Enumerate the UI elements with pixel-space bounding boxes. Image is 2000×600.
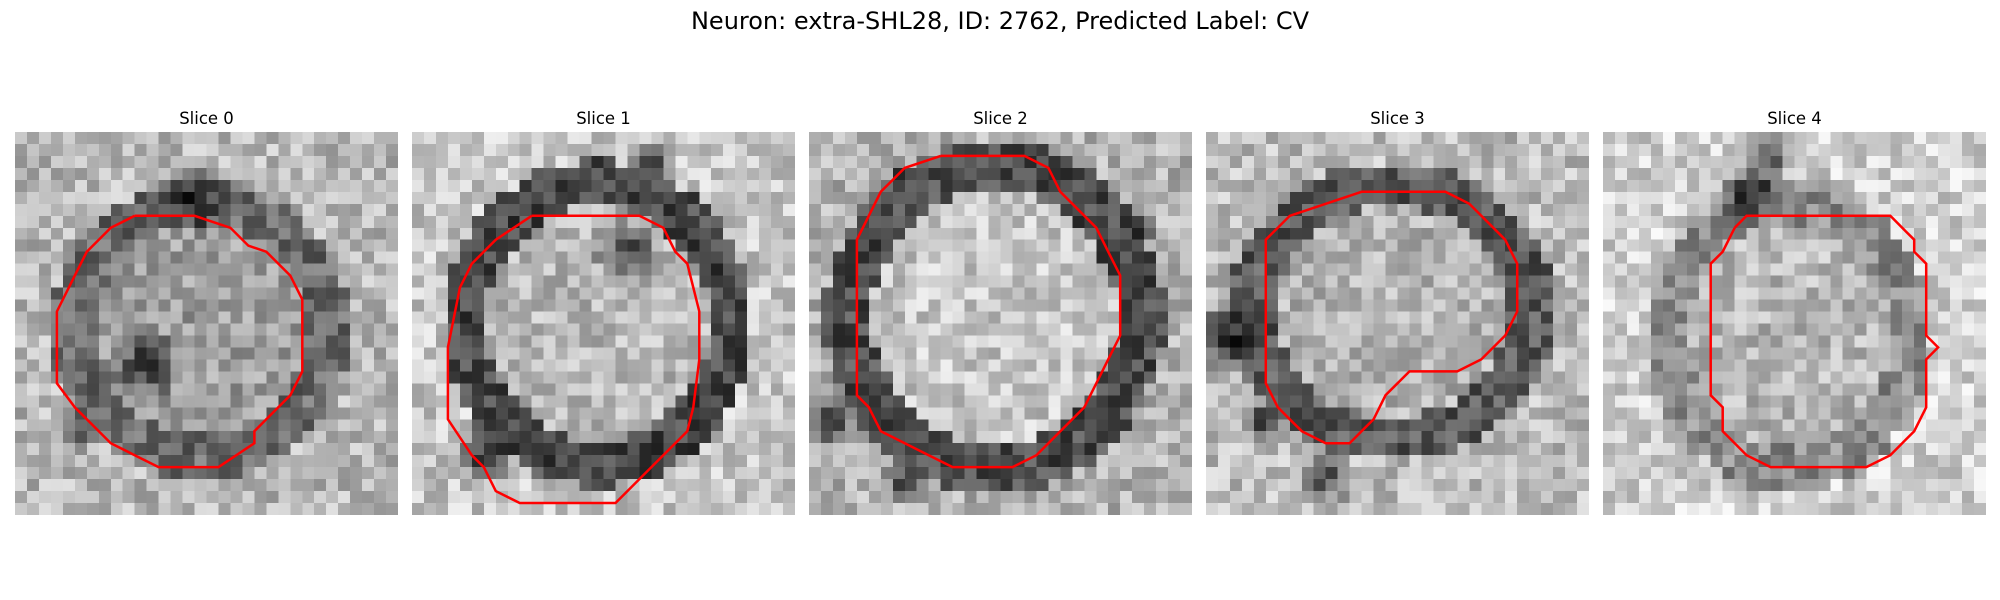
slice-panel-4: Slice 4	[1603, 108, 1986, 515]
slice-image	[1603, 132, 1986, 515]
soma-contour	[1264, 190, 1519, 445]
slice-pixels	[15, 132, 398, 515]
slice-title: Slice 2	[973, 109, 1028, 128]
figure-title: Neuron: extra-SHL28, ID: 2762, Predicted…	[690, 7, 1310, 35]
slice-title: Slice 3	[1370, 109, 1425, 128]
slice-title: Slice 0	[179, 109, 234, 128]
slice-pixels	[1603, 132, 1986, 515]
soma-contour	[855, 154, 1122, 469]
slice-panel-0: Slice 0	[15, 108, 398, 515]
slice-image	[809, 132, 1192, 515]
slice-panel-2: Slice 2	[809, 108, 1192, 515]
slice-pixels	[1206, 132, 1589, 515]
soma-contour	[446, 214, 701, 505]
slice-panel-3: Slice 3	[1206, 108, 1589, 515]
slice-pixels	[412, 132, 795, 515]
soma-contour	[55, 214, 304, 469]
slice-title: Slice 1	[576, 109, 631, 128]
soma-contour	[1709, 214, 1940, 469]
slice-panel-1: Slice 1	[412, 108, 795, 515]
slice-title: Slice 4	[1767, 109, 1822, 128]
slice-image	[15, 132, 398, 515]
slice-image	[412, 132, 795, 515]
slice-image	[1206, 132, 1589, 515]
slice-pixels	[809, 132, 1192, 515]
